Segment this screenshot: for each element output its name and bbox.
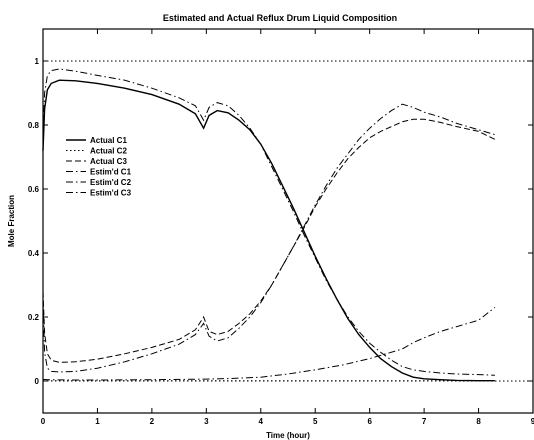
legend-label: Estim'd C2 (90, 178, 132, 187)
legend-label: Actual C1 (90, 136, 127, 145)
plot-frame (42, 28, 534, 414)
y-tick-label: 0.8 (28, 121, 40, 130)
x-tick-label: 4 (259, 417, 264, 426)
x-tick-label: 8 (476, 417, 481, 426)
y-tick-label: 1 (35, 57, 40, 66)
y-tick-label: 0.2 (28, 313, 40, 322)
y-tick-label: 0 (35, 377, 40, 386)
x-tick-label: 5 (313, 417, 318, 426)
chart-title: Estimated and Actual Reflux Drum Liquid … (163, 13, 397, 23)
x-tick-label: 6 (367, 417, 372, 426)
y-axis-ticks: 0 0.2 0.4 0.6 0.8 1 (28, 57, 533, 386)
legend-label: Actual C2 (90, 147, 127, 156)
x-tick-label: 1 (95, 417, 100, 426)
x-axis-ticks: 0 1 2 3 4 5 6 7 8 9 (41, 29, 534, 426)
x-tick-label: 7 (422, 417, 427, 426)
series-lines (42, 68, 496, 382)
reference-lines (43, 60, 533, 382)
y-tick-label: 0.6 (28, 185, 40, 194)
x-tick-label: 0 (41, 417, 46, 426)
series-line-5 (42, 307, 496, 381)
x-tick-label: 3 (204, 417, 209, 426)
x-axis-label: Time (hour) (266, 431, 310, 440)
y-tick-label: 0.4 (28, 249, 40, 258)
legend-label: Estim'd C1 (90, 168, 132, 177)
series-line-3 (42, 118, 496, 363)
series-line-6 (42, 103, 496, 373)
legend-label: Estim'd C3 (90, 189, 132, 198)
legend-label: Actual C3 (90, 157, 127, 166)
x-tick-label: 9 (531, 417, 534, 426)
series-line-4 (42, 68, 495, 376)
x-tick-label: 2 (150, 417, 155, 426)
y-axis-label: Mole Fraction (7, 195, 16, 247)
series-line-1 (42, 79, 495, 382)
